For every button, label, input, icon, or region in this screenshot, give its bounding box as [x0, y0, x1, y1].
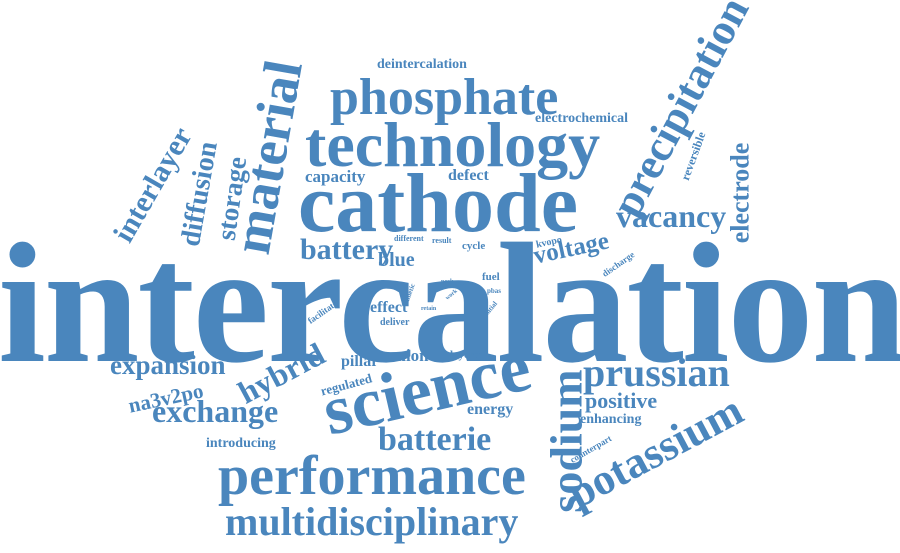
- word-layered: layered: [450, 349, 485, 361]
- word-deintercalation: deintercalation: [377, 57, 467, 72]
- word-exchange: exchange: [152, 393, 279, 429]
- word-retain: retain: [421, 306, 437, 312]
- word-sodium: sodium: [540, 369, 592, 513]
- word-expansion: expansion: [110, 350, 226, 380]
- word-vacancy: vacancy: [616, 198, 727, 234]
- word-deliver: deliver: [380, 317, 410, 328]
- word-different: different: [394, 234, 424, 243]
- word-multidisciplinary: multidisciplinary: [225, 499, 519, 544]
- word-performance: performance: [218, 445, 526, 507]
- word-cathode: cathode: [298, 157, 578, 250]
- word-pbas: pbas: [487, 287, 502, 295]
- word-electrochemical: electrochemical: [535, 111, 629, 126]
- word-result: result: [432, 236, 452, 245]
- word-technology: technology: [305, 109, 601, 180]
- word-introducing: introducing: [206, 436, 276, 451]
- word-positive: positive: [585, 388, 658, 413]
- word-intercalation: intercalation: [0, 209, 900, 399]
- word-phosphate: phosphate: [330, 69, 559, 126]
- word-defect: defect: [448, 167, 489, 184]
- word-fuel: fuel: [482, 271, 500, 283]
- word-prussian: prussian: [583, 350, 730, 395]
- word-anion: anion: [388, 346, 429, 365]
- word-capacity: capacity: [305, 167, 366, 186]
- word-energy: energy: [467, 401, 514, 418]
- word-cycle: cycle: [462, 240, 486, 252]
- word-peak: peak: [441, 279, 454, 285]
- word-electrode: electrode: [725, 142, 755, 244]
- word-low: low: [455, 283, 464, 289]
- word-pillar: pillar: [341, 353, 379, 370]
- word-effect: effect: [370, 299, 408, 316]
- word-batterie: batterie: [378, 421, 492, 458]
- word-enhancing: enhancing: [580, 412, 642, 427]
- word-battery: battery: [300, 233, 394, 266]
- word-blue: blue: [378, 249, 415, 271]
